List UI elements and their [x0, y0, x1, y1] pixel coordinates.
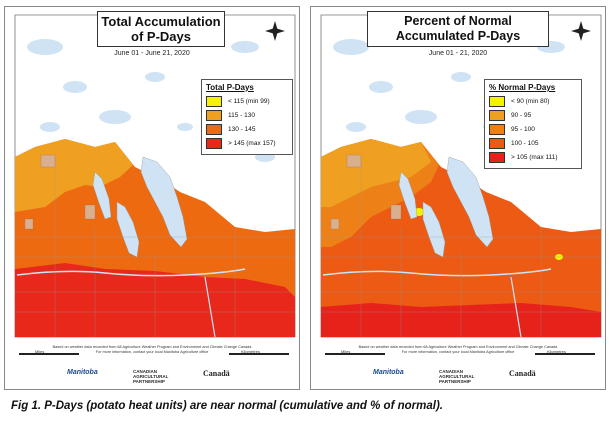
legend-swatch — [206, 109, 222, 121]
lake-winnipegosis — [398, 171, 418, 220]
assiniboine-river — [16, 268, 246, 277]
legend-item: 130 - 145 — [206, 123, 288, 135]
figure-caption: Fig 1. P-Days (potato heat units) are ne… — [11, 400, 443, 412]
legend-swatch — [489, 151, 505, 163]
legend-items: < 90 (min 80) 90 - 95 95 - 100 100 - 105 > 1… — [489, 95, 577, 163]
map-subtitle: June 01 - June 21, 2020 — [114, 50, 190, 57]
legend-item: 95 - 100 — [489, 123, 577, 135]
legend-title: Total P-Days — [206, 83, 254, 92]
red-river — [204, 276, 216, 338]
cap-logo: CANADIAN AGRICULTURAL PARTNERSHIP — [133, 369, 169, 384]
legend-swatch — [489, 123, 505, 135]
municipal-grid — [321, 157, 601, 337]
legend-title: % Normal P-Days — [489, 83, 556, 92]
legend-label: 95 - 100 — [511, 125, 535, 133]
legend-swatch — [489, 95, 505, 107]
map-panel-total: Total Accumulation of P-Days June 01 - J… — [4, 6, 300, 390]
legend-label: 130 - 145 — [228, 125, 256, 133]
map-percent-normal — [320, 14, 602, 355]
lake-winnipeg — [446, 156, 494, 248]
footer-line-2: For more information, contact your local… — [95, 350, 209, 354]
legend-items: < 115 (min 99) 115 - 130 130 - 145 > 145 (m… — [206, 95, 288, 149]
map-subtitle: June 01 - 21, 2020 — [428, 50, 488, 57]
lake-winnipeg — [140, 156, 188, 248]
scale-km-label: Kilometres — [547, 349, 566, 354]
legend-item: 115 - 130 — [206, 109, 288, 121]
map-footer: Based on weather data recorded from 68 A… — [311, 345, 605, 355]
legend-label: < 90 (min 80) — [511, 97, 550, 105]
legend-swatch — [489, 137, 505, 149]
map-title: Percent of Normal Accumulated P-Days — [367, 11, 549, 47]
map-panel-percent: Percent of Normal Accumulated P-Days Jun… — [310, 6, 606, 390]
map-total-pdays — [14, 14, 296, 355]
north-arrow-icon — [571, 21, 591, 41]
scale-bar — [325, 353, 595, 355]
legend-swatch — [206, 137, 222, 149]
canada-wordmark: Canadä — [509, 369, 536, 378]
legend-label: 90 - 95 — [511, 111, 532, 119]
scale-miles-label: Miles — [35, 349, 45, 354]
map-footer: Based on weather data recorded from 68 A… — [5, 345, 299, 355]
footer-line-1: Based on weather data recorded from 68 A… — [358, 345, 558, 349]
municipal-grid — [15, 157, 295, 337]
footer-line-1: Based on weather data recorded from 68 A… — [52, 345, 252, 349]
lake-winnipegosis — [92, 171, 112, 220]
manitoba-logo: Manitoba — [67, 369, 98, 376]
scale-km-label: Kilometres — [241, 349, 260, 354]
map-title: Total Accumulation of P-Days — [97, 11, 225, 47]
red-river — [510, 276, 522, 338]
assiniboine-river — [322, 268, 552, 277]
legend-item: 100 - 105 — [489, 137, 577, 149]
legend-item: < 90 (min 80) — [489, 95, 577, 107]
map-legend: Total P-Days < 115 (min 99) 115 - 130 130 … — [201, 79, 293, 155]
legend-label: 115 - 130 — [228, 111, 255, 119]
cap-logo: CANADIAN AGRICULTURAL PARTNERSHIP — [439, 369, 475, 384]
legend-label: > 105 (max 111) — [511, 153, 558, 161]
canada-wordmark: Canadä — [203, 369, 230, 378]
scale-bar — [19, 353, 289, 355]
legend-item: > 145 (max 157) — [206, 137, 288, 149]
legend-swatch — [206, 123, 222, 135]
legend-item: > 105 (max 111) — [489, 151, 577, 163]
scale-miles-label: Miles — [341, 349, 351, 354]
legend-swatch — [489, 109, 505, 121]
legend-item: < 115 (min 99) — [206, 95, 288, 107]
legend-label: < 115 (min 99) — [228, 97, 270, 105]
footer-line-2: For more information, contact your local… — [401, 350, 515, 354]
manitoba-logo: Manitoba — [373, 369, 404, 376]
north-arrow-icon — [265, 21, 285, 41]
legend-label: > 145 (max 157) — [228, 139, 276, 147]
legend-item: 90 - 95 — [489, 109, 577, 121]
legend-label: 100 - 105 — [511, 139, 539, 147]
legend-swatch — [206, 95, 222, 107]
map-legend: % Normal P-Days < 90 (min 80) 90 - 95 95 -… — [484, 79, 582, 169]
